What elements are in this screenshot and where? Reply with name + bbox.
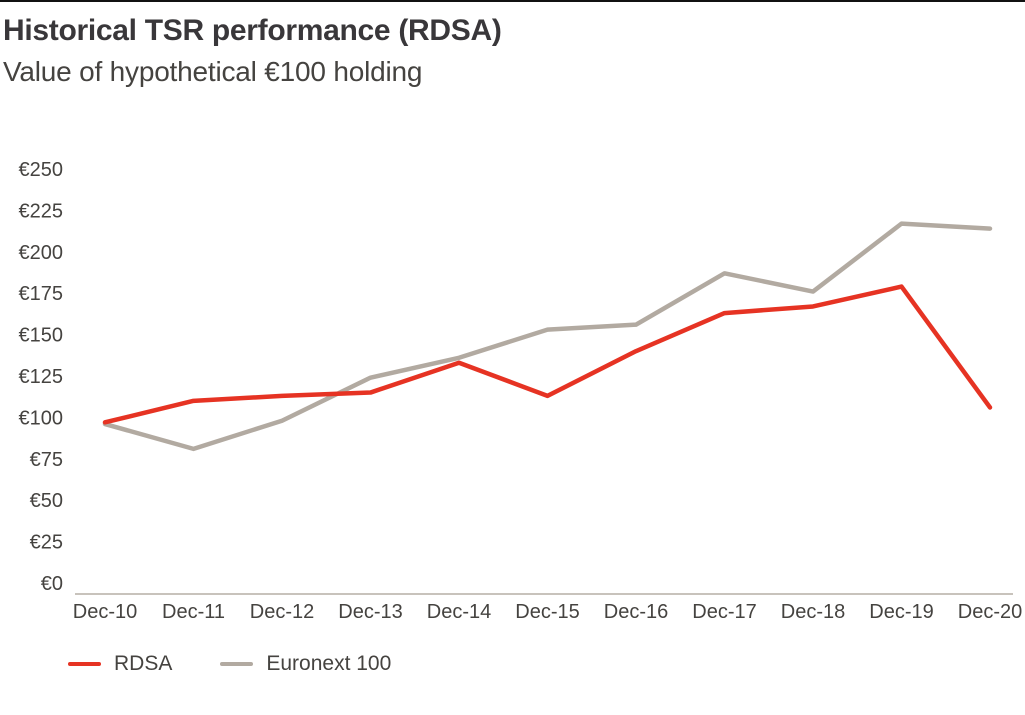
y-axis-tick-label: €25	[30, 532, 63, 554]
y-axis-tick-label: €100	[19, 407, 64, 429]
y-axis-tick-label: €0	[41, 573, 63, 595]
x-axis-tick-label: Dec-16	[604, 601, 668, 623]
y-axis-tick-label: €175	[19, 283, 64, 305]
x-axis-tick-label: Dec-11	[162, 601, 225, 623]
legend-label-euronext: Euronext 100	[266, 652, 392, 675]
x-axis-tick-label: Dec-18	[781, 601, 845, 623]
legend-swatch-euronext	[220, 661, 254, 667]
x-axis-tick-label: Dec-13	[338, 601, 402, 623]
y-axis-tick-label: €250	[19, 159, 64, 181]
chart-header: Historical TSR performance (RDSA) Value …	[3, 14, 502, 88]
x-axis-tick-label: Dec-15	[515, 601, 579, 623]
legend-label-rdsa: RDSA	[114, 652, 173, 675]
x-axis-tick-label: Dec-10	[73, 601, 137, 623]
line-chart: €0 €25 €50 €75 €100 €125 €150 €175 €200 €225 €250 D…	[19, 159, 1023, 623]
series-line-rdsa	[102, 284, 993, 425]
legend-item-rdsa: RDSA	[68, 652, 172, 676]
x-axis-tick-label: Dec-12	[250, 601, 314, 623]
chart-subtitle: Value of hypothetical €100 holding	[3, 56, 423, 87]
x-axis-tick-label: Dec-19	[869, 601, 933, 623]
legend: RDSA Euronext 100	[68, 652, 391, 676]
y-axis-tick-label: €150	[19, 325, 64, 347]
x-axis-tick-label: Dec-17	[692, 601, 756, 623]
x-axis-tick-label: Dec-14	[427, 601, 491, 623]
y-axis-tick-label: €75	[30, 449, 63, 471]
x-axis-tick-label: Dec-20	[958, 601, 1022, 623]
legend-item-euronext: Euronext 100	[220, 652, 391, 676]
chart-title: Historical TSR performance (RDSA)	[3, 14, 502, 47]
series-line-euronext-100	[102, 221, 993, 452]
y-axis-tick-label: €225	[19, 200, 64, 222]
legend-swatch-rdsa	[68, 661, 101, 667]
y-axis-tick-label: €200	[19, 242, 64, 264]
y-axis-tick-label: €50	[30, 490, 63, 512]
y-axis-tick-label: €125	[19, 366, 64, 388]
